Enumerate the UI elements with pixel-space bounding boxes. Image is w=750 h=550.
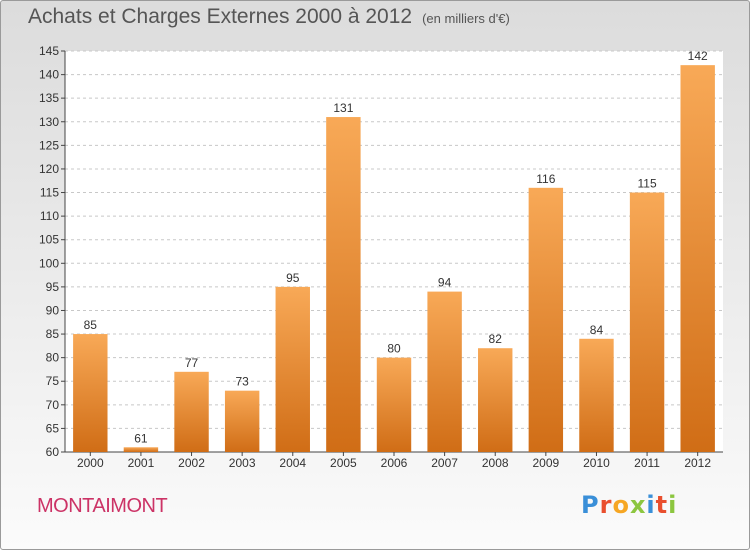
- data-label-2001: 61: [134, 431, 148, 445]
- y-tick-label: 85: [46, 327, 60, 341]
- chart-title: Achats et Charges Externes 2000 à 2012 (e…: [28, 5, 510, 29]
- y-tick-label: 70: [46, 398, 60, 412]
- data-label-2004: 95: [286, 271, 300, 285]
- commune-name: MONTAIMONT: [37, 495, 168, 517]
- data-label-2007: 94: [438, 276, 452, 290]
- y-tick-label: 65: [46, 421, 60, 435]
- x-tick-label-2002: 2002: [178, 456, 205, 470]
- y-tick-label: 95: [46, 280, 60, 294]
- y-tick-label: 100: [39, 256, 59, 270]
- data-label-2009: 116: [536, 172, 555, 186]
- y-tick-label: 145: [39, 44, 59, 58]
- bar-2000: [73, 334, 108, 452]
- x-tick-label-2003: 2003: [229, 456, 256, 470]
- chart-subtitle: (en milliers d'€): [422, 11, 510, 26]
- bar-2002: [174, 371, 209, 452]
- data-label-2012: 142: [688, 49, 708, 63]
- bar-2009: [528, 187, 564, 452]
- bar-2005: [326, 117, 361, 452]
- bar-2006: [376, 357, 412, 452]
- y-tick-label: 90: [46, 303, 60, 317]
- y-tick-label: 140: [39, 68, 59, 82]
- bar-2007: [427, 291, 462, 452]
- data-label-2006: 80: [387, 342, 401, 356]
- x-tick-label-2012: 2012: [684, 456, 711, 470]
- data-label-2000: 85: [84, 318, 98, 332]
- proxiti-logo: Proxiti: [581, 491, 677, 519]
- logo-letter: P: [581, 491, 600, 519]
- bar-2011: [629, 192, 665, 452]
- x-tick-label-2011: 2011: [634, 456, 660, 470]
- x-tick-label-2004: 2004: [279, 456, 306, 470]
- x-tick-label-2009: 2009: [532, 456, 559, 470]
- data-label-2010: 84: [590, 323, 604, 337]
- x-tick-label-2005: 2005: [330, 456, 357, 470]
- data-label-2005: 131: [333, 101, 353, 115]
- x-tick-label-2001: 2001: [128, 456, 155, 470]
- x-tick-label-2000: 2000: [77, 456, 104, 470]
- y-tick-label: 60: [46, 445, 60, 459]
- y-tick-label: 105: [39, 233, 59, 247]
- logo-letter: i: [646, 491, 656, 519]
- data-label-2008: 82: [489, 332, 503, 346]
- chart-title-text: Achats et Charges Externes 2000 à 2012: [28, 5, 413, 28]
- logo-letter: x: [629, 491, 647, 519]
- y-tick-label: 75: [46, 374, 60, 388]
- y-tick-label: 125: [39, 138, 59, 152]
- y-tick-label: 135: [39, 91, 59, 105]
- y-tick-label: 80: [46, 351, 60, 365]
- x-tick-label-2008: 2008: [482, 456, 509, 470]
- data-label-2003: 73: [235, 375, 249, 389]
- y-tick-label: 115: [40, 186, 59, 200]
- bar-2001: [123, 447, 159, 452]
- bar-2008: [478, 348, 513, 452]
- x-tick-label-2007: 2007: [431, 456, 458, 470]
- logo-letter: r: [599, 491, 613, 519]
- x-tick-label-2006: 2006: [381, 456, 408, 470]
- x-tick-label-2010: 2010: [583, 456, 610, 470]
- bar-2012: [680, 65, 715, 452]
- logo-letter: o: [612, 491, 630, 519]
- bar-2004: [275, 286, 310, 452]
- data-label-2011: 115: [638, 177, 657, 191]
- y-tick-label: 120: [39, 162, 59, 176]
- y-tick-label: 130: [39, 115, 59, 129]
- logo-letter: i: [668, 491, 678, 519]
- bar-2010: [579, 338, 614, 452]
- bar-2003: [224, 390, 260, 452]
- data-label-2002: 77: [185, 356, 199, 370]
- y-tick-label: 110: [40, 209, 59, 223]
- logo-letter: t: [655, 491, 669, 519]
